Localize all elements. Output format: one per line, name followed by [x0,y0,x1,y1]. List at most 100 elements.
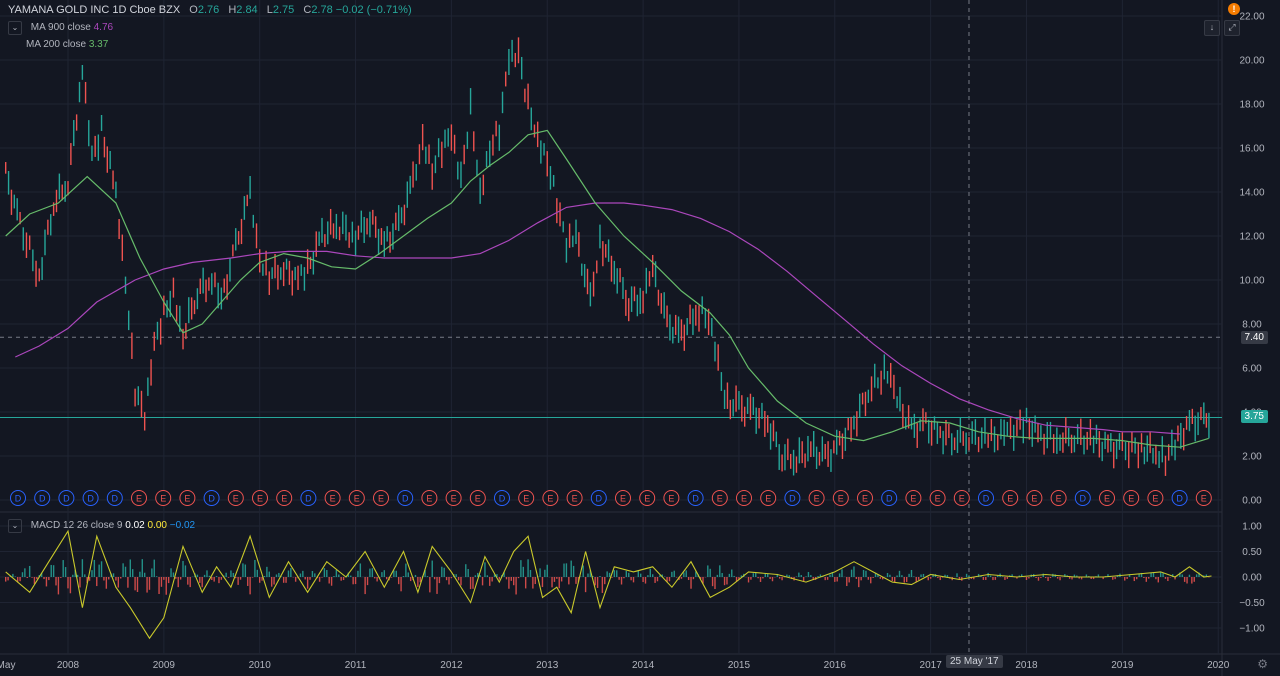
close-value: 2.78 [311,4,333,16]
marker-label: E [451,494,457,504]
earnings-marker [445,490,462,506]
x-tick-label: 2017 [920,660,943,671]
marker-label: E [572,494,578,504]
marker-label: E [838,494,844,504]
symbol-name[interactable]: YAMANA GOLD INC [8,4,110,16]
marker-label: D [305,494,312,504]
chevron-down-icon[interactable]: ⌄ [8,519,22,533]
earnings-marker [639,490,656,506]
crosshair-price-tag: 7.40 [1240,331,1268,344]
earnings-marker [929,490,946,506]
y-tick-label: 22.00 [1239,12,1264,23]
marker-label: D [1080,494,1087,504]
x-tick-label: May [0,660,15,671]
earnings-marker [566,490,583,506]
dividend-marker [687,490,704,506]
dividend-marker [978,490,994,506]
earnings-marker [711,490,728,506]
ma200-label: MA 200 close [26,39,87,50]
x-tick-label: 2008 [57,660,80,671]
marker-label: E [935,494,941,504]
earnings-marker [736,490,752,506]
macd-value-2: 0.00 [147,520,167,531]
ma900-label: MA 900 close [30,22,91,33]
marker-label: E [475,494,481,504]
alert-icon[interactable]: ! [1228,3,1240,15]
x-tick-label: 2020 [1207,660,1230,671]
marker-label: D [789,494,796,504]
dividend-marker [106,490,123,506]
earnings-marker [252,490,268,506]
marker-label: E [281,494,287,504]
earnings-marker [469,490,486,506]
earnings-marker [373,490,389,506]
marker-label: E [1128,494,1134,504]
dividend-marker [1171,490,1188,506]
high-label: H [228,4,237,16]
dividend-marker [203,490,220,506]
exchange-label: Cboe BZX [129,4,181,16]
marker-label: E [1007,494,1013,504]
earnings-marker [857,490,873,506]
x-tick-label: 2012 [440,660,463,671]
marker-label: E [644,494,650,504]
y-tick-label: 10.00 [1239,276,1264,287]
low-value: 2.75 [272,4,295,16]
marker-label: E [547,494,553,504]
marker-label: D [402,494,409,504]
fullscreen-icon[interactable]: ⤢ [1224,20,1240,36]
earnings-marker [324,490,341,506]
y-tick-label: 0.00 [1242,496,1262,507]
x-tick-label: 2016 [824,660,847,671]
y-tick-label: 2.00 [1242,452,1262,463]
dividend-marker [494,490,510,506]
pane-controls: ↓ ⤢ [1204,20,1240,36]
earnings-marker [1195,490,1212,506]
marker-label: E [1104,494,1110,504]
legend-ma200[interactable]: MA 200 close 3.37 [26,39,108,50]
earnings-marker [131,490,147,506]
earnings-marker [615,490,631,506]
dividend-marker [784,490,801,506]
marker-label: E [620,494,626,504]
marker-label: E [668,494,674,504]
macd-value-1: 0.02 [125,520,145,531]
marker-label: D [63,494,70,504]
crosshair-date-tag: 25 May '17 [946,655,1003,668]
marker-label: E [426,494,432,504]
arrow-down-icon[interactable]: ↓ [1204,20,1220,36]
marker-label: E [330,494,336,504]
x-tick-label: 2013 [536,660,559,671]
legend-macd[interactable]: ⌄ MACD 12 26 close 9 0.02 0.00 −0.02 [8,519,195,533]
legend-ma900[interactable]: ⌄ MA 900 close 4.76 [8,21,113,35]
y-tick-label: 12.00 [1239,232,1264,243]
marker-label: E [1152,494,1158,504]
x-tick-label: 2010 [249,660,272,671]
dividend-marker [10,490,26,506]
marker-label: D [1176,494,1183,504]
dividend-marker [300,490,317,506]
interval-label[interactable]: 1D [112,4,127,16]
low-label: L [266,4,273,16]
earnings-marker [760,490,777,506]
x-tick-label: 2018 [1015,660,1038,671]
marker-label: D [596,494,603,504]
close-label: C [303,4,312,16]
marker-label: E [717,494,723,504]
gear-icon[interactable]: ⚙ [1257,657,1268,671]
dividend-marker [590,490,607,506]
y-tick-label: 14.00 [1239,188,1264,199]
marker-label: E [1031,494,1037,504]
chevron-down-icon[interactable]: ⌄ [8,21,22,35]
dividend-marker [34,490,51,506]
dividend-marker [881,490,898,506]
macd-tick-label: 0.00 [1242,573,1262,584]
marker-label: D [983,494,990,504]
earnings-marker [276,490,293,506]
marker-label: E [160,494,166,504]
earnings-marker [1147,490,1164,506]
macd-tick-label: −0.50 [1239,598,1265,609]
symbol-header: YAMANA GOLD INC 1D Cboe BZX O2.76 H2.84 … [8,4,412,16]
